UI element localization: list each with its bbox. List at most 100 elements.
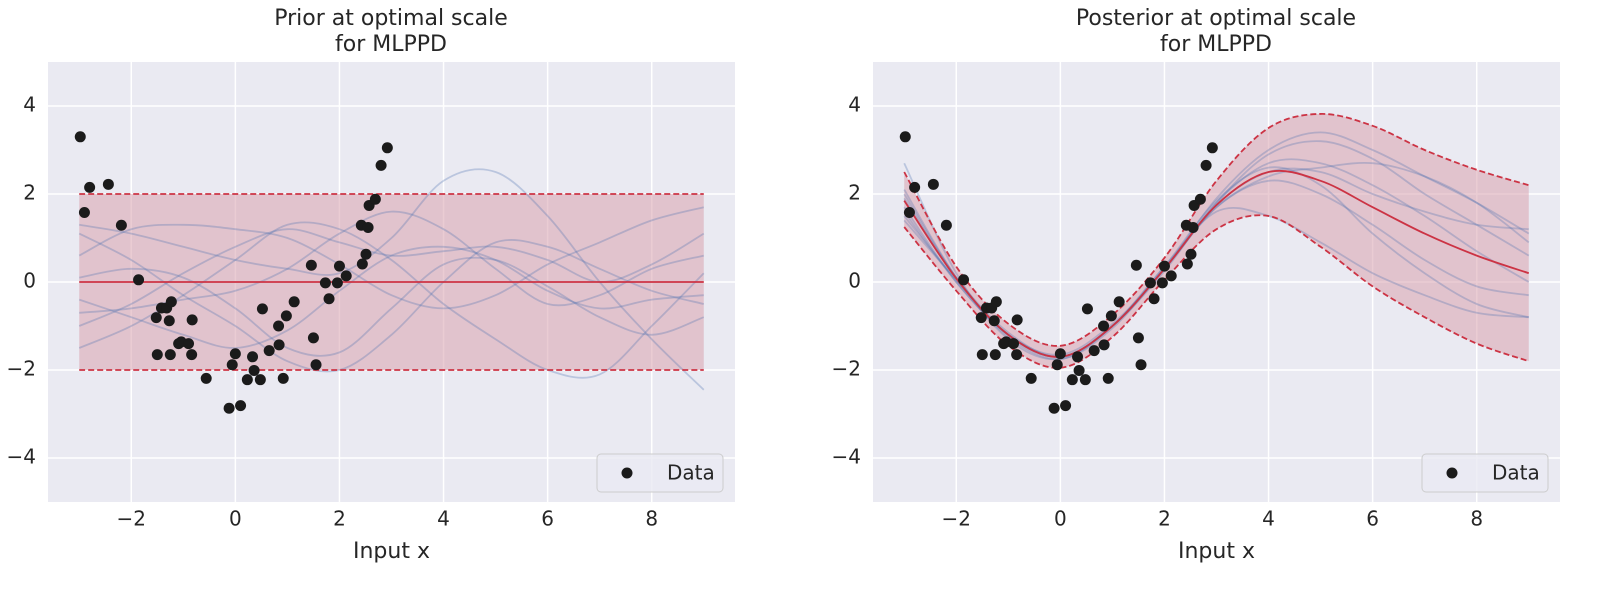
data-point [133,274,145,286]
data-point [256,303,268,315]
data-point [1206,142,1218,154]
y-tick-label: −2 [7,357,36,381]
legend-label: Data [1492,461,1540,485]
data-point [1185,248,1197,260]
legend-box [1421,453,1549,493]
data-point [186,349,198,361]
data-point [164,349,176,361]
data-point [115,219,127,231]
data-point [226,359,238,371]
data-point [273,320,285,332]
data-point [1130,259,1142,271]
data-point [235,400,247,412]
data-point [263,345,275,357]
y-tick-label: 0 [23,269,36,293]
x-tick-label: −2 [117,507,146,531]
data-point [990,296,1002,308]
data-point [1144,277,1156,289]
data-point [248,364,260,376]
data-point [1060,400,1072,412]
data-point [1088,345,1100,357]
y-tick-label: 2 [23,181,36,205]
x-axis-label: Input x [1178,539,1255,564]
x-tick-label: 0 [229,507,242,531]
data-point [1079,374,1091,386]
data-point [288,296,300,308]
y-tick-label: 4 [23,93,36,117]
chart-title: Prior at optimal scale for MLPPD [274,6,508,57]
x-tick-label: 4 [437,507,450,531]
legend-label: Data [667,461,715,485]
data-point [1102,372,1114,384]
data-point [940,219,952,231]
data-point [1054,348,1066,360]
sample-line [78,206,704,310]
data-point [899,131,911,143]
data-point [975,312,987,324]
data-point [319,277,331,289]
legend-marker [621,467,633,479]
data-point [200,372,212,384]
x-tick-label: 4 [1262,507,1275,531]
y-tick-label: 0 [848,269,861,293]
data-point [310,359,322,371]
sample-line [79,256,705,357]
data-point [909,181,921,193]
x-tick-label: 8 [645,507,658,531]
data-point [381,142,393,154]
data-point [1066,374,1078,386]
data-point [1025,372,1037,384]
data-point [1135,359,1147,371]
data-point [362,221,374,233]
legend-box [596,453,724,493]
sample-line [78,245,704,349]
data-point [277,372,289,384]
chart-title: Posterior at optimal scale for MLPPD [1075,6,1357,57]
x-tick-label: −2 [942,507,971,531]
x-tick-label: 2 [333,507,346,531]
x-axis-label: Input x [353,539,430,564]
x-tick-label: 8 [1470,507,1483,531]
data-point [1051,359,1063,371]
data-point [1181,258,1193,270]
data-point [74,131,86,143]
x-tick-label: 6 [541,507,554,531]
data-point [331,277,343,289]
x-tick-label: 2 [1158,507,1171,531]
data-point [1187,221,1199,233]
data-point [1105,310,1117,322]
data-point [333,260,345,272]
data-point [340,270,352,282]
data-point [369,193,381,205]
data-point [84,181,96,193]
data-point [903,206,915,218]
data-point [1011,314,1023,326]
data-point [223,402,235,414]
data-point [1194,193,1206,205]
data-point [927,178,939,190]
band-lower [903,214,1530,369]
data-point [1156,277,1168,289]
data-point [1048,402,1060,414]
data-point [1200,159,1212,171]
data-point [102,178,114,190]
data-point [1158,260,1170,272]
y-tick-label: −2 [832,357,861,381]
data-point [165,296,177,308]
data-point [151,349,163,361]
data-point [1098,320,1110,332]
data-point [1165,270,1177,282]
data-point [307,332,319,344]
data-point [78,206,90,218]
data-point [254,374,266,386]
data-point [183,338,195,350]
y-tick-label: −4 [7,445,36,469]
legend-marker [1446,467,1458,479]
data-point [150,312,162,324]
mean-line [903,169,1530,358]
data-point [241,374,253,386]
data-point [229,348,241,360]
data-point [1073,364,1085,376]
data-point [273,339,285,351]
data-point [1072,351,1084,363]
